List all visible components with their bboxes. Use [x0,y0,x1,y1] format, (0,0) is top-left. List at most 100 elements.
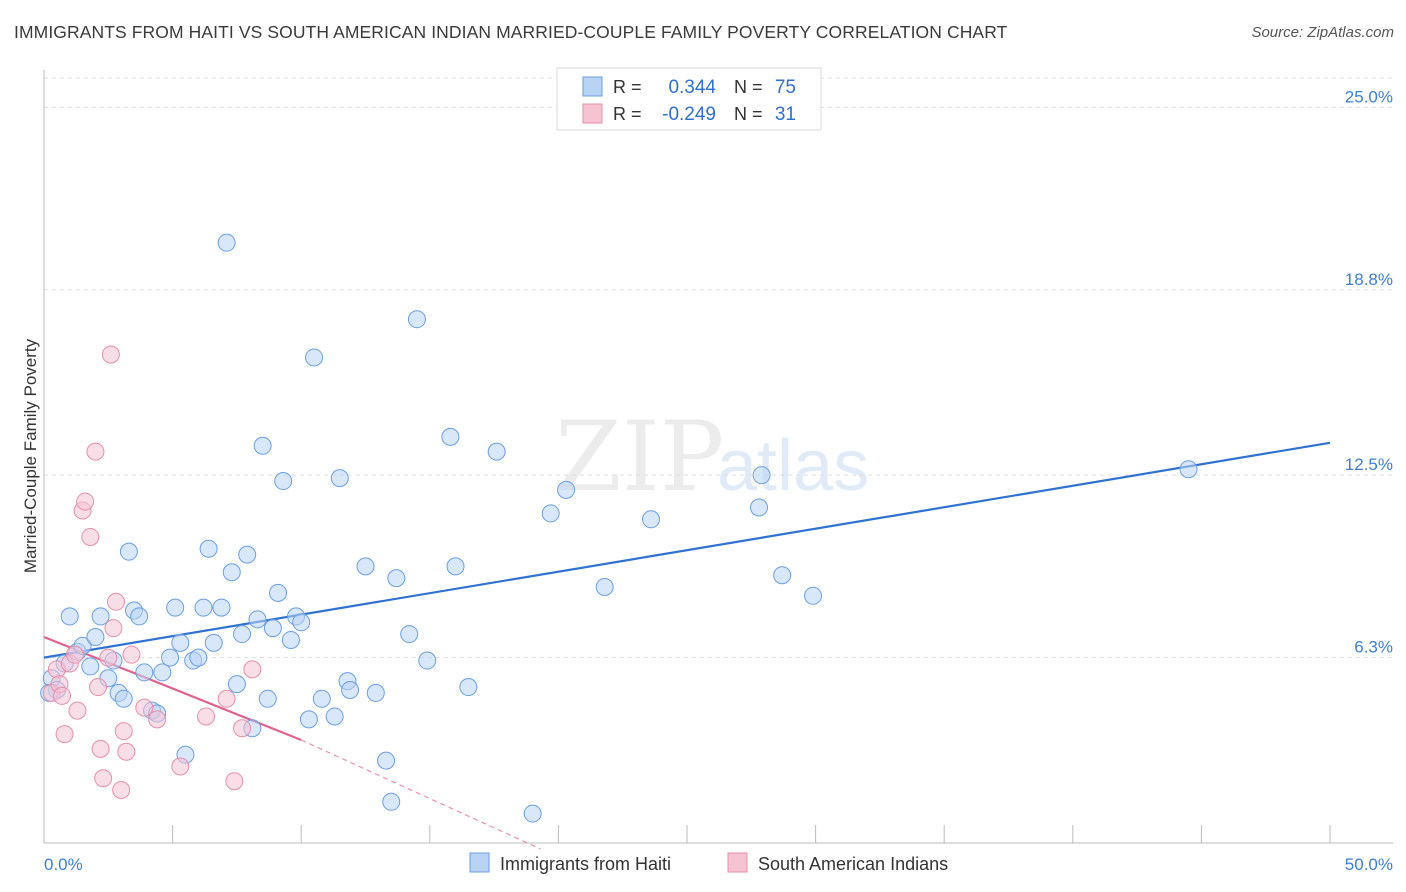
sai-point-12 [89,678,108,697]
haiti-point-46 [305,348,324,367]
haiti-point-36 [248,610,267,629]
sai-point-14 [94,769,113,788]
y-tick-label-3: 25.0% [1345,87,1393,106]
haiti-point-16 [135,663,154,682]
sai-trend-line-extension [300,739,541,850]
haiti-point-28 [204,633,223,652]
haiti-point-12 [114,689,133,708]
legend-n-label-pink: N = [734,104,763,124]
haiti-point-37 [253,436,272,455]
sai-point-19 [112,781,131,800]
legend-n-label-blue: N = [734,77,763,97]
haiti-point-40 [269,583,288,602]
x-tick-label-max: 50.0% [1345,855,1393,874]
x-tick-label-min: 0.0% [44,855,83,874]
haiti-point-67 [595,577,614,596]
haiti-point-29 [212,598,231,617]
y-axis-title: Married-Couple Family Poverty [21,338,40,573]
sai-point-17 [104,619,123,638]
haiti-point-44 [292,613,311,632]
haiti-point-45 [299,710,318,729]
haiti-point-47 [312,689,331,708]
chart-source: Source: ZipAtlas.com [1251,24,1394,41]
haiti-point-49 [330,469,349,488]
haiti-point-30 [217,233,236,252]
legend-r-value-blue: 0.344 [668,77,716,98]
haiti-point-56 [387,569,406,588]
y-tick-label-1: 12.5% [1345,455,1393,474]
legend-r-value-pink: -0.249 [662,104,716,125]
legend-swatch-blue [582,76,603,97]
haiti-point-7 [86,628,105,647]
watermark: ZIP atlas [555,401,869,513]
sai-point-24 [148,710,167,729]
sai-point-9 [76,492,95,511]
haiti-point-34 [238,545,257,564]
haiti-point-73 [1179,460,1198,479]
haiti-point-71 [773,566,792,585]
haiti-point-41 [274,472,293,491]
legend-n-value-blue: 75 [775,77,796,98]
data-points [40,233,1198,823]
sai-point-20 [114,722,133,741]
haiti-point-66 [557,480,576,499]
series-legend-label-blue: Immigrants from Haiti [500,854,671,874]
haiti-point-69 [750,498,769,517]
sai-point-18 [107,592,126,611]
sai-point-22 [122,645,141,664]
haiti-point-59 [418,651,437,670]
haiti-point-8 [91,607,110,626]
haiti-point-52 [356,557,375,576]
y-tick-label-2: 18.8% [1345,270,1393,289]
haiti-point-38 [258,689,277,708]
sai-point-29 [233,719,252,738]
sai-point-11 [86,442,105,461]
haiti-point-32 [227,675,246,694]
sai-point-26 [197,707,216,726]
sai-point-6 [65,645,84,664]
sai-point-23 [135,698,154,717]
haiti-point-54 [377,751,396,770]
series-legend: Immigrants from Haiti South American Ind… [469,852,948,874]
sai-point-10 [81,527,100,546]
haiti-point-42 [281,630,300,649]
haiti-point-15 [130,607,149,626]
axes: 6.3% 12.5% 18.8% 25.0% [43,70,1393,844]
legend-n-value-pink: 31 [775,104,796,125]
haiti-point-3 [60,607,79,626]
sai-point-13 [91,739,110,758]
sai-point-16 [101,345,120,364]
haiti-point-6 [81,657,100,676]
sai-point-28 [225,772,244,791]
haiti-point-48 [325,707,344,726]
haiti-point-57 [400,625,419,644]
haiti-point-19 [153,663,172,682]
haiti-point-65 [541,504,560,523]
watermark-zip: ZIP [555,401,724,513]
haiti-point-13 [119,542,138,561]
haiti-point-33 [233,625,252,644]
series-legend-label-pink: South American Indians [758,854,948,874]
sai-point-30 [243,660,262,679]
haiti-point-58 [407,310,426,329]
haiti-point-20 [161,648,180,667]
haiti-point-60 [441,427,460,446]
haiti-point-31 [222,563,241,582]
y-tick-label-0: 6.3% [1354,638,1393,657]
haiti-point-70 [752,466,771,485]
sai-point-27 [217,689,236,708]
gridlines [44,77,1393,659]
haiti-point-72 [804,586,823,605]
legend-swatch-pink [582,103,603,124]
haiti-point-21 [166,598,185,617]
legend-r-label-blue: R = [613,77,642,97]
haiti-point-25 [189,648,208,667]
series-legend-swatch-pink [727,852,748,873]
haiti-point-53 [366,683,385,702]
haiti-point-68 [641,510,660,529]
legend-r-label-pink: R = [613,104,642,124]
haiti-point-39 [263,619,282,638]
stats-legend: R = 0.344 N = 75 R = -0.249 N = 31 [556,67,822,131]
sai-point-3 [53,686,72,705]
